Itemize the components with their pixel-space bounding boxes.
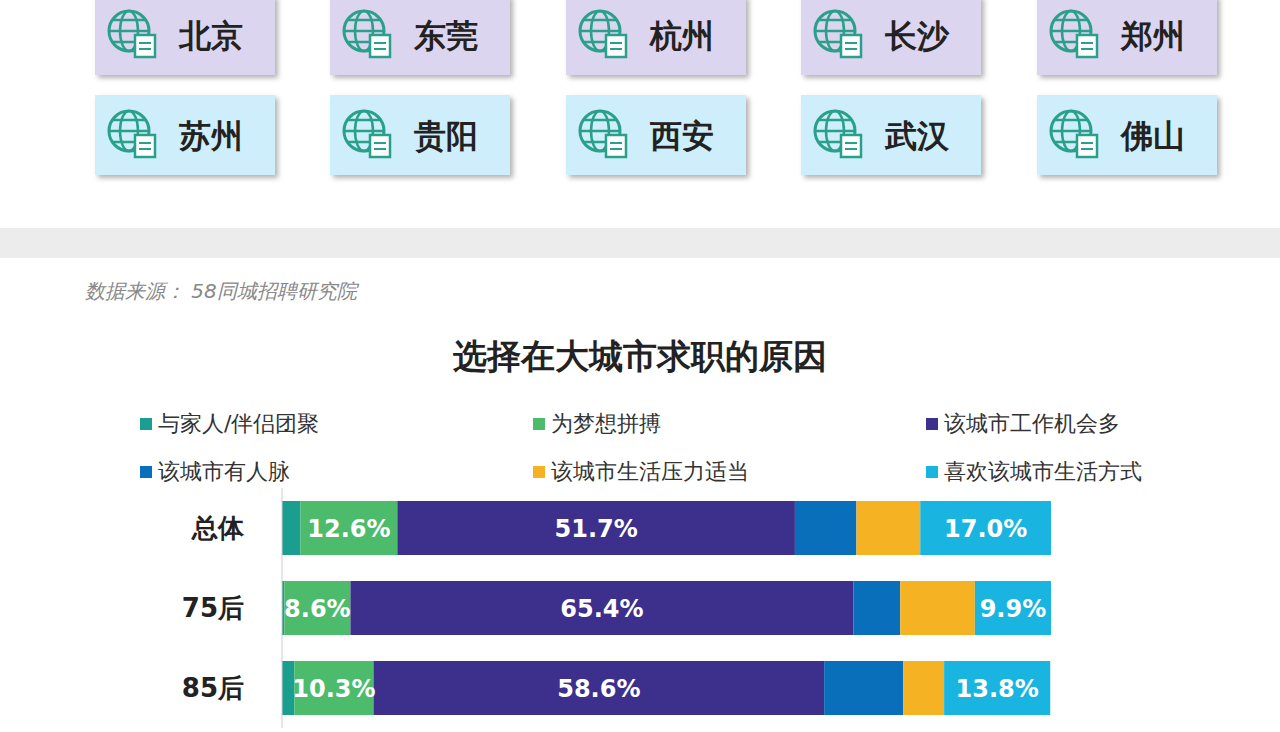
svg-text:58.6%: 58.6% <box>557 675 640 703</box>
html-text:北京: 北京 <box>179 17 243 55</box>
html-text:苏州: 苏州 <box>179 117 243 155</box>
svg-text:总体: 总体 <box>191 513 245 543</box>
svg-text:12.6%: 12.6% <box>307 515 390 543</box>
svg-text:85后: 85后 <box>182 673 244 703</box>
html-text:武汉: 武汉 <box>885 117 949 155</box>
svg-text:13.8%: 13.8% <box>956 675 1039 703</box>
html-text:佛山: 佛山 <box>1121 117 1185 155</box>
svg-text:65.4%: 65.4% <box>560 595 643 623</box>
svg-text:10.3%: 10.3% <box>292 675 375 703</box>
svg-text:9.9%: 9.9% <box>980 595 1047 623</box>
html-text:郑州: 郑州 <box>1121 17 1185 55</box>
svg-text:51.7%: 51.7% <box>555 515 638 543</box>
html-text:数据来源： 58同城招聘研究院: 数据来源： 58同城招聘研究院 <box>85 279 357 303</box>
html-text:西安: 西安 <box>650 117 714 155</box>
html-text:喜欢该城市生活方式: 喜欢该城市生活方式 <box>944 459 1142 484</box>
html-text:贵阳: 贵阳 <box>414 117 478 155</box>
html-text:该城市有人脉: 该城市有人脉 <box>158 459 290 484</box>
svg-text:17.0%: 17.0% <box>944 515 1027 543</box>
html-text:与家人/伴侣团聚: 与家人/伴侣团聚 <box>158 411 320 436</box>
html-text:该城市工作机会多: 该城市工作机会多 <box>944 411 1120 436</box>
html-text:杭州: 杭州 <box>650 17 714 55</box>
html-text:长沙: 长沙 <box>885 17 949 55</box>
svg-text:75后: 75后 <box>182 593 244 623</box>
svg-text:8.6%: 8.6% <box>284 595 351 623</box>
html-text:选择在大城市求职的原因: 选择在大城市求职的原因 <box>453 336 827 376</box>
html-text:为梦想拼搏: 为梦想拼搏 <box>551 411 661 436</box>
html-text:该城市生活压力适当: 该城市生活压力适当 <box>551 459 749 484</box>
html-text:东莞: 东莞 <box>414 17 478 55</box>
